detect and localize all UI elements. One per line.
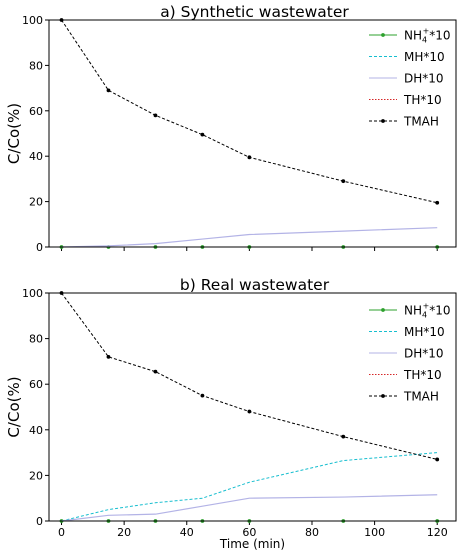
y-tick-label: 60 [29, 378, 43, 391]
legend-label-tmah: TMAH [403, 390, 439, 404]
legend-label-dh: DH*10 [404, 72, 444, 86]
y-tick-label: 60 [29, 105, 43, 118]
data-point-tmah [153, 113, 158, 118]
y-tick-label: 80 [29, 59, 43, 72]
data-point-tmah [106, 88, 111, 93]
x-tick-label: 20 [117, 526, 131, 539]
x-tick-label: 40 [180, 526, 194, 539]
legend-marker-tmah [381, 394, 385, 398]
series-line-dh [61, 494, 438, 522]
y-axis-label: C/Co(%) [5, 103, 23, 164]
legend: NH4+*10 MH*10 DH*10 TH*10 TMAH [369, 302, 451, 404]
x-tick-label: 120 [427, 526, 448, 539]
legend-label-th: TH*10 [403, 368, 442, 382]
data-point-tmah [341, 179, 346, 184]
y-tick-label: 20 [29, 196, 43, 209]
legend-marker-nh4 [381, 33, 385, 37]
data-point-tmah [153, 369, 158, 374]
series-line-mh [61, 452, 438, 522]
legend-label-dh: DH*10 [404, 347, 444, 361]
legend-marker-nh4 [381, 308, 385, 312]
legend-marker-tmah [381, 119, 385, 123]
data-point-tmah [200, 393, 205, 398]
data-point-tmah [200, 132, 205, 137]
y-axis-label: C/Co(%) [5, 376, 23, 437]
legend: NH4+*10 MH*10 DH*10 TH*10 TMAH [369, 27, 451, 129]
series-line-dh [61, 227, 438, 248]
data-point-tmah [435, 200, 440, 205]
x-tick-label: 100 [364, 526, 385, 539]
y-tick-label: 0 [36, 241, 43, 254]
legend-label-mh: MH*10 [404, 325, 445, 339]
y-tick-label: 40 [29, 150, 43, 163]
legend-label-mh: MH*10 [404, 50, 445, 64]
legend-label-th: TH*10 [403, 93, 442, 107]
y-tick-label: 100 [22, 14, 43, 27]
data-point-tmah [435, 457, 440, 462]
x-tick-label: 0 [58, 526, 65, 539]
y-tick-label: 80 [29, 333, 43, 346]
x-axis-label: Time (min) [219, 537, 285, 550]
chart-title: a) Synthetic wastewater [160, 3, 349, 21]
data-point-tmah [341, 434, 346, 439]
y-tick-label: 100 [22, 287, 43, 300]
data-point-tmah [247, 409, 252, 414]
y-tick-label: 0 [36, 515, 43, 528]
legend-label-nh4: NH4+*10 [404, 27, 451, 45]
chart-panel-1: a) Synthetic wastewater 0 20 40 60 80 100 C/Co(… [5, 3, 457, 254]
legend-label-nh4: NH4+*10 [404, 302, 451, 320]
plot-frame [48, 292, 457, 522]
series-line-tmah [61, 19, 438, 204]
chart-title: b) Real wastewater [180, 276, 330, 294]
plot-frame [48, 19, 457, 248]
x-tick-label: 60 [242, 526, 256, 539]
x-tick-label: 80 [305, 526, 319, 539]
y-tick-label: 40 [29, 424, 43, 437]
chart-panel-2: b) Real wastewater 0 20 40 60 80 100 0 20 40 60 80 1… [5, 276, 457, 551]
legend-label-tmah: TMAH [403, 115, 439, 129]
data-point-tmah [247, 155, 252, 160]
data-point-tmah [106, 354, 111, 359]
series-line-tmah [61, 292, 438, 460]
y-tick-label: 20 [29, 469, 43, 482]
